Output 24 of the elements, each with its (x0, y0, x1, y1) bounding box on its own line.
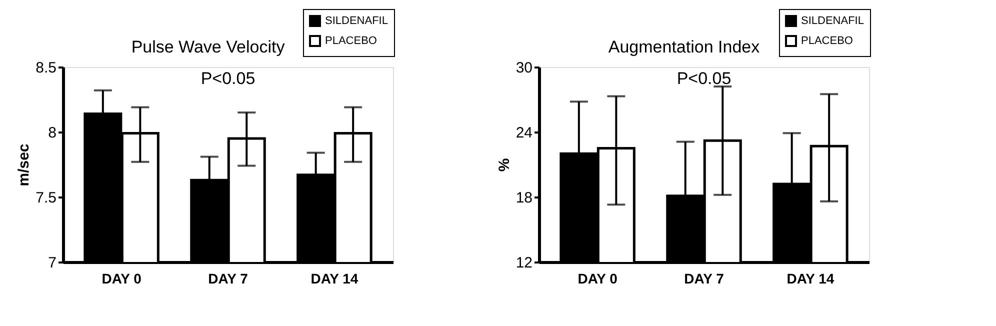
x-tick-label: DAY 7 (684, 270, 724, 286)
chart-title: Augmentation Index (608, 38, 760, 56)
y-tick-label: 30 (516, 60, 532, 76)
y-tick-label: 8 (48, 124, 56, 142)
x-tick-label: DAY 0 (102, 270, 142, 286)
y-tick-label: 8.5 (36, 60, 56, 76)
y-tick-label: 7.5 (36, 190, 56, 206)
y-tick-label: 18 (516, 190, 532, 206)
x-tick-label: DAY 0 (578, 270, 618, 286)
x-tick-label: DAY 14 (786, 270, 834, 286)
y-axis-title: m/sec (16, 144, 33, 186)
x-tick-label: DAY 14 (310, 270, 358, 286)
x-tick-label: DAY 7 (208, 270, 248, 286)
annotation: P<0.05 (200, 69, 256, 88)
legend-label: SILDENAFIL (325, 15, 388, 27)
legend-label: SILDENAFIL (801, 15, 864, 27)
legend-label: PLACEBO (801, 35, 854, 47)
legend-label: PLACEBO (325, 35, 378, 47)
y-tick-label: 24 (516, 124, 532, 142)
annotation: P<0.05 (676, 69, 732, 88)
y-axis-title: % (496, 158, 513, 172)
chart-title: Pulse Wave Velocity (131, 38, 286, 56)
y-tick-label: 12 (516, 254, 532, 272)
y-tick-label: 7 (48, 254, 56, 272)
